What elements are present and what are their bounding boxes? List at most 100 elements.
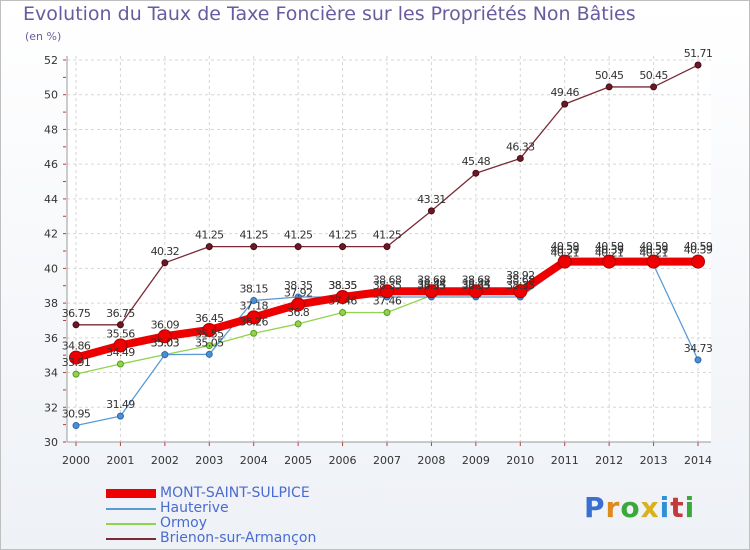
data-label: 37.18 [239, 299, 268, 312]
data-point [294, 243, 302, 251]
data-label: 38.44 [417, 277, 446, 290]
data-point [202, 323, 217, 338]
legend-swatch [106, 489, 156, 498]
data-point [383, 243, 391, 251]
x-tick-label: 2008 [417, 454, 445, 467]
logo-letter: i [684, 491, 696, 524]
series-layer [69, 61, 705, 430]
data-label: 35.56 [106, 327, 135, 340]
legend-label: Ormoy [160, 515, 208, 531]
data-point [472, 169, 480, 177]
y-axis-unit-label: (en %) [25, 30, 62, 43]
data-label: 45.48 [462, 155, 491, 168]
data-label: 38.68 [417, 273, 446, 286]
x-tick-label: 2004 [240, 454, 268, 467]
legend-item-ormoy: Ormoy [106, 516, 316, 531]
data-point [650, 83, 658, 91]
data-point [427, 207, 435, 215]
y-tick-label: 52 [44, 54, 58, 67]
data-label: 43.31 [417, 193, 446, 206]
logo-letter: o [620, 491, 641, 524]
data-point [291, 297, 306, 312]
data-label: 31.49 [106, 398, 135, 411]
data-point [516, 154, 524, 162]
data-label: 36.75 [106, 307, 135, 320]
legend-swatch [106, 537, 156, 540]
data-point [246, 310, 261, 325]
data-point [339, 308, 347, 316]
data-label: 38.35 [328, 279, 357, 292]
data-point [691, 254, 705, 269]
data-label: 40.39 [550, 244, 579, 257]
data-label: 38.68 [506, 273, 535, 286]
data-point [602, 254, 617, 269]
data-label: 36.8 [287, 306, 310, 319]
x-tick-label: 2012 [595, 454, 623, 467]
data-point [294, 320, 302, 328]
legend-swatch [106, 507, 156, 510]
data-label: 38.44 [462, 277, 491, 290]
data-point [72, 321, 80, 329]
data-point [339, 243, 347, 251]
x-tick-label: 2006 [329, 454, 357, 467]
legend-swatch [106, 522, 156, 525]
data-label: 40.39 [639, 244, 668, 257]
data-label: 49.46 [550, 86, 579, 99]
data-point [116, 412, 124, 420]
data-label: 30.95 [62, 408, 91, 421]
data-point [380, 284, 394, 299]
data-label: 36.09 [151, 318, 180, 331]
y-tick-label: 36 [44, 332, 58, 345]
data-point [250, 296, 258, 304]
logo-letter: i [659, 491, 671, 524]
y-tick-label: 42 [44, 228, 58, 241]
chart-title: Evolution du Taux de Taxe Foncière sur l… [23, 3, 636, 25]
data-label: 40.59 [595, 240, 624, 253]
data-point [250, 329, 258, 337]
data-label: 40.21 [550, 247, 579, 260]
data-label: 41.25 [284, 229, 313, 242]
data-label: 40.39 [595, 244, 624, 257]
data-label: 41.25 [328, 229, 357, 242]
data-label: 34.49 [106, 346, 135, 359]
legend-item-hauterive: Hauterive [106, 501, 316, 516]
data-point [157, 329, 172, 344]
data-label: 38.35 [328, 279, 357, 292]
data-label: 35.55 [195, 328, 224, 341]
legend-label: Hauterive [160, 500, 229, 516]
data-label: 34.73 [684, 342, 713, 355]
legend-label: Brienon-sur-Armançon [160, 530, 317, 546]
data-point [561, 100, 569, 108]
y-tick-label: 38 [44, 297, 58, 310]
data-label: 38.35 [417, 279, 446, 292]
data-label: 34.86 [62, 340, 91, 353]
legend-item-mont-saint-sulpice: MONT-SAINT-SULPICE [106, 486, 316, 501]
y-tick-label: 30 [44, 436, 58, 449]
data-label: 40.59 [550, 240, 579, 253]
data-label: 37.46 [328, 294, 357, 307]
y-tick-label: 48 [44, 123, 58, 136]
logo-letter: r [605, 491, 621, 524]
x-tick-label: 2014 [684, 454, 712, 467]
data-point [513, 284, 528, 299]
data-point [694, 356, 702, 364]
data-label: 40.39 [684, 244, 713, 257]
x-tick-label: 2009 [462, 454, 490, 467]
data-label: 40.21 [595, 247, 624, 260]
logo-letter: P [584, 491, 606, 524]
data-label: 50.45 [595, 69, 624, 82]
x-tick-label: 2003 [195, 454, 223, 467]
data-point [161, 351, 169, 359]
data-point [694, 61, 702, 69]
data-label: 38.68 [373, 273, 402, 286]
proxiti-logo: Proxiti [584, 491, 695, 524]
x-tick-label: 2011 [551, 454, 579, 467]
axes-layer: 30 32 34 36 38 40 42 44 46 48 50 52 2000 2001 2002 2003… [44, 54, 712, 467]
data-point [205, 342, 213, 350]
data-point [205, 350, 213, 358]
data-label: 38.68 [462, 273, 491, 286]
x-tick-label: 2010 [506, 454, 534, 467]
legend-label: MONT-SAINT-SULPICE [160, 485, 310, 501]
x-tick-label: 2007 [373, 454, 401, 467]
data-label: 33.91 [62, 356, 91, 369]
